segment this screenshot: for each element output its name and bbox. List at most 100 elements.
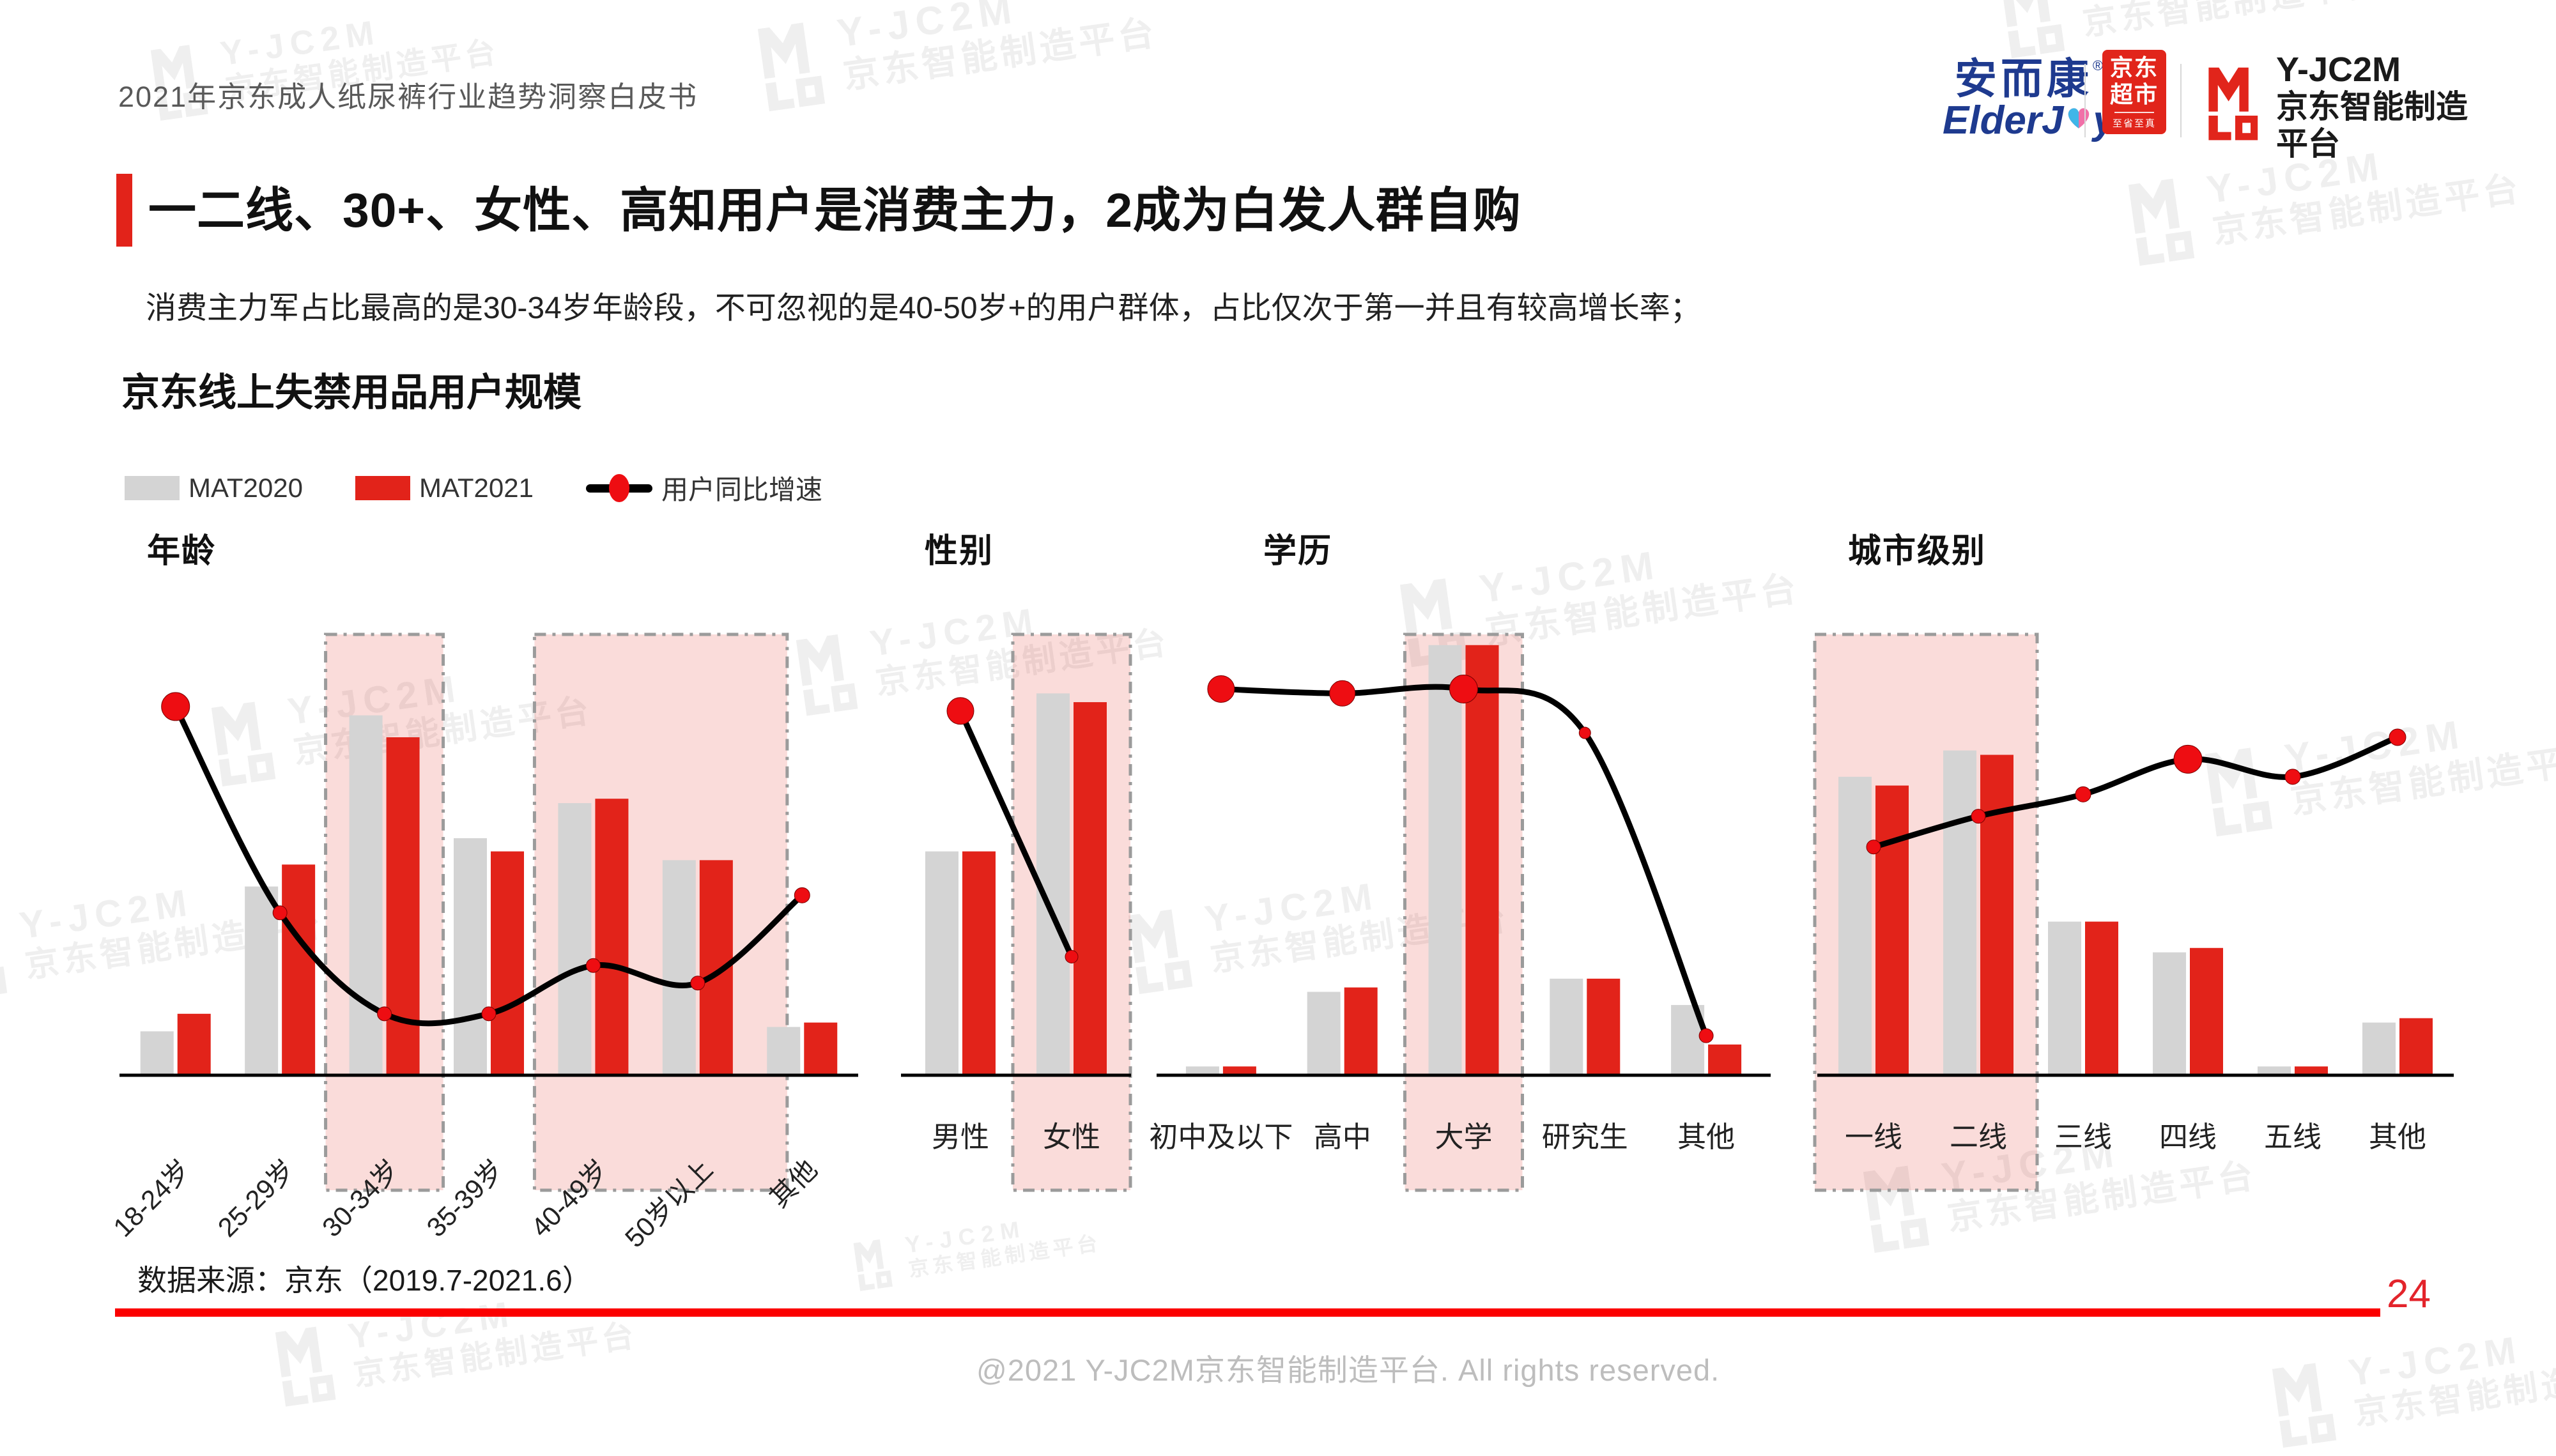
bar-mat2021 bbox=[177, 1013, 211, 1075]
bar-mat2021 bbox=[2295, 1066, 2328, 1075]
elderjoy-cn: 安而康® bbox=[1954, 55, 2104, 102]
logo-divider bbox=[2180, 64, 2182, 137]
chart-title: 学历 bbox=[1263, 533, 1333, 570]
highlight-box bbox=[1403, 632, 1524, 1192]
category-label: 五线 bbox=[2264, 1121, 2321, 1153]
growth-dot bbox=[272, 905, 288, 921]
bar-mat2021 bbox=[2085, 921, 2118, 1075]
growth-dot bbox=[161, 692, 190, 721]
growth-dot bbox=[1578, 726, 1591, 739]
legend-label: MAT2020 bbox=[189, 472, 303, 503]
bar-mat2021 bbox=[1074, 702, 1107, 1075]
legend-label: MAT2021 bbox=[419, 472, 534, 503]
highlight-box bbox=[324, 632, 445, 1192]
logo-divider bbox=[2084, 64, 2086, 137]
yjc2m-subtitle: 京东智能制造平台 bbox=[2276, 89, 2468, 162]
chart-svg: 一线 二线 三线 四线 五线 其他 bbox=[1813, 632, 2454, 1192]
growth-dot bbox=[2284, 769, 2301, 785]
bar-mat2020 bbox=[2153, 952, 2186, 1075]
category-label: 三线 bbox=[2054, 1121, 2112, 1153]
copyright-text: @2021 Y-JC2M京东智能制造平台. All rights reserve… bbox=[976, 1353, 1720, 1387]
yjc2m-logo: Y-JC2M 京东智能制造平台 bbox=[2205, 50, 2498, 162]
bar-mat2021 bbox=[804, 1022, 838, 1075]
data-source-note: 数据来源：京东（2019.7-2021.6） bbox=[137, 1264, 592, 1297]
jd-market-logo: 京东 超市 至省至真 bbox=[2102, 50, 2166, 134]
legend-item-growth: 用户同比增速 bbox=[585, 468, 822, 507]
growth-dot bbox=[690, 976, 705, 991]
headline-accent-bar bbox=[116, 174, 132, 247]
bar-mat2021 bbox=[1222, 1066, 1256, 1075]
bar-mat2021 bbox=[282, 864, 316, 1075]
heart-icon bbox=[2064, 100, 2093, 141]
page-title: 一二线、30+、女性、高知用户是消费主力，2成为白发人群自购 bbox=[148, 183, 1521, 237]
elderjoy-logo: 安而康® ElderJy bbox=[1917, 57, 2141, 141]
mat2020-swatch-icon bbox=[125, 475, 180, 500]
growth-dot bbox=[1971, 809, 1986, 824]
bar-mat2021 bbox=[1465, 645, 1499, 1075]
growth-dot bbox=[377, 1006, 392, 1022]
category-label: 女性 bbox=[1043, 1121, 1100, 1153]
category-label: 男性 bbox=[932, 1121, 989, 1153]
jd-market-line1: 京东 bbox=[2109, 54, 2159, 81]
legend-item-mat2020: MAT2020 bbox=[125, 473, 303, 503]
bar-mat2020 bbox=[349, 715, 383, 1075]
category-label: 一线 bbox=[1845, 1121, 1902, 1153]
growth-line bbox=[957, 708, 1075, 960]
chart-panel-性别: 性别男性 女性 bbox=[900, 524, 1132, 1322]
page-number: 24 bbox=[2387, 1272, 2431, 1316]
bar-mat2021 bbox=[2190, 947, 2223, 1075]
growth-dot bbox=[1065, 950, 1079, 964]
category-label: 高中 bbox=[1314, 1121, 1371, 1153]
category-label: 初中及以下 bbox=[1149, 1121, 1293, 1153]
bar-mat2020 bbox=[1185, 1066, 1219, 1075]
chart-title: 性别 bbox=[925, 533, 994, 570]
chart-legend: MAT2020 MAT2021 用户同比增速 bbox=[125, 468, 822, 507]
bar-mat2020 bbox=[1838, 776, 1872, 1075]
category-label: 四线 bbox=[2159, 1121, 2217, 1153]
bar-mat2021 bbox=[1344, 987, 1378, 1075]
bar-mat2020 bbox=[140, 1031, 174, 1075]
category-label: 大学 bbox=[1435, 1121, 1492, 1153]
category-label: 其他 bbox=[1677, 1121, 1735, 1153]
growth-dot bbox=[1207, 675, 1235, 703]
bar-mat2020 bbox=[1943, 750, 1976, 1075]
yjc2m-name: Y-JC2M bbox=[2276, 50, 2401, 89]
yjc2m-mark-icon bbox=[2205, 65, 2266, 149]
growth-dot bbox=[1866, 839, 1881, 855]
growth-dot bbox=[585, 958, 601, 973]
doc-title: 2021年京东成人纸尿裤行业趋势洞察白皮书 bbox=[118, 80, 698, 113]
logo-row: 安而康® ElderJy 京东 超市 至省至真 Y-JC2M 京东智能制造平台 bbox=[1911, 45, 2498, 162]
category-label: 其他 bbox=[2369, 1121, 2426, 1153]
bar-mat2021 bbox=[1587, 978, 1621, 1075]
bar-mat2020 bbox=[1307, 992, 1341, 1075]
growth-dot bbox=[1329, 680, 1356, 707]
chart-panel-年龄: 年龄 18-24岁 25-29岁 30-34岁 35-39岁 40-49岁 50岁以上 其他 bbox=[107, 524, 859, 1322]
bar-mat2020 bbox=[2362, 1022, 2396, 1075]
bar-mat2021 bbox=[1980, 755, 2013, 1075]
growth-line bbox=[1218, 684, 1709, 1039]
page-subtitle: 消费主力军占比最高的是30-34岁年龄段，不可忽视的是40-50岁+的用户群体，… bbox=[146, 291, 1701, 325]
bar-mat2020 bbox=[767, 1027, 801, 1075]
growth-dot bbox=[794, 887, 810, 903]
growth-dot bbox=[946, 697, 974, 725]
bar-mat2020 bbox=[662, 860, 696, 1075]
bar-mat2021 bbox=[491, 851, 524, 1075]
bar-mat2021 bbox=[962, 851, 996, 1075]
chart-title: 城市级别 bbox=[1848, 533, 1987, 570]
chart-title: 年龄 bbox=[147, 533, 217, 570]
bar-mat2020 bbox=[245, 886, 279, 1075]
bar-mat2020 bbox=[1550, 978, 1583, 1075]
bar-mat2021 bbox=[1875, 785, 1909, 1075]
chart-svg: 18-24岁 25-29岁 30-34岁 35-39岁 40-49岁 50岁以上 其他 bbox=[107, 632, 858, 1253]
bar-mat2020 bbox=[925, 851, 958, 1075]
growth-dot bbox=[2173, 744, 2203, 774]
chart-panel-城市级别: 城市级别一线 二线 三线 四线 五线 其他 bbox=[1813, 524, 2455, 1322]
chart-panel-学历: 学历 初中及以下 高中 大学 研究生 其他 bbox=[1149, 524, 1778, 1322]
jd-market-line2: 超市 bbox=[2109, 80, 2159, 107]
bar-mat2021 bbox=[595, 799, 629, 1075]
category-label: 25-29岁 bbox=[212, 1154, 301, 1243]
bar-mat2021 bbox=[2399, 1018, 2433, 1075]
category-label: 二线 bbox=[1950, 1121, 2007, 1153]
legend-item-mat2021: MAT2021 bbox=[355, 473, 534, 503]
